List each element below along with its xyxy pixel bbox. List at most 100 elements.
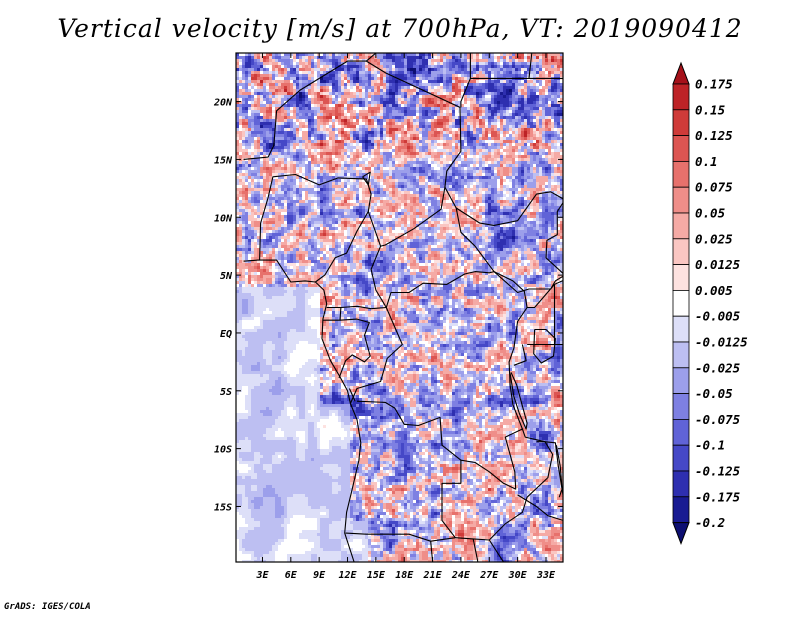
field-cell [386,62,389,65]
field-cell [251,104,254,107]
field-cell [539,71,542,74]
field-cell [371,68,374,71]
field-cell [365,86,368,89]
field-cell [476,80,479,83]
field-cell [257,56,260,59]
field-cell [527,56,530,59]
field-cell [461,104,464,107]
field-cell [317,92,320,95]
field-cell [464,74,467,77]
field-cell [470,83,473,86]
field-cell [332,107,335,110]
field-cell [479,92,482,95]
field-cell [389,92,392,95]
field-cell [296,68,299,71]
field-cell [395,80,398,83]
velocity-field [236,53,563,563]
field-cell [383,95,386,98]
field-cell [416,107,419,110]
field-cell [509,95,512,98]
field-cell [479,89,482,92]
field-cell [347,77,350,80]
field-cell [329,59,332,62]
field-cell [503,62,506,65]
field-cell [245,59,248,62]
field-cell [242,104,245,107]
field-cell [404,95,407,98]
field-cell [311,65,314,68]
field-cell [548,80,551,83]
field-cell [263,101,266,104]
field-cell [443,62,446,65]
field-cell [359,89,362,92]
field-cell [428,56,431,59]
field-cell [419,77,422,80]
field-cell [506,92,509,95]
field-cell [407,68,410,71]
field-cell [335,62,338,65]
field-cell [266,107,269,110]
field-cell [368,98,371,101]
field-cell [299,80,302,83]
field-cell [494,101,497,104]
field-cell [248,92,251,95]
field-cell [320,62,323,65]
field-cell [446,68,449,71]
field-cell [479,80,482,83]
field-cell [425,83,428,86]
field-cell [512,68,515,71]
field-cell [272,74,275,77]
field-cell [308,62,311,65]
field-cell [278,80,281,83]
field-cell [266,62,269,65]
field-cell [548,92,551,95]
field-cell [464,71,467,74]
field-cell [419,56,422,59]
field-cell [545,80,548,83]
field-cell [401,71,404,74]
field-cell [284,92,287,95]
field-cell [311,77,314,80]
field-cell [467,71,470,74]
field-cell [245,74,248,77]
field-cell [533,71,536,74]
field-cell [347,95,350,98]
field-cell [452,86,455,89]
field-cell [494,98,497,101]
field-cell [338,74,341,77]
field-cell [539,95,542,98]
field-cell [482,98,485,101]
field-cell [257,62,260,65]
field-cell [473,83,476,86]
field-cell [386,68,389,71]
field-cell [557,65,560,68]
field-cell [293,65,296,68]
field-cell [512,101,515,104]
field-cell [302,71,305,74]
field-cell [266,56,269,59]
field-cell [407,101,410,104]
field-cell [503,89,506,92]
field-cell [476,62,479,65]
field-cell [419,71,422,74]
field-cell [323,71,326,74]
field-cell [311,101,314,104]
field-cell [380,80,383,83]
field-cell [272,65,275,68]
field-cell [449,77,452,80]
field-cell [524,56,527,59]
field-cell [245,71,248,74]
field-cell [551,92,554,95]
field-cell [467,95,470,98]
field-cell [254,80,257,83]
field-cell [515,74,518,77]
field-cell [368,74,371,77]
field-cell [395,59,398,62]
field-cell [473,68,476,71]
field-cell [434,71,437,74]
field-cell [407,86,410,89]
field-cell [470,89,473,92]
field-cell [242,71,245,74]
field-cell [293,59,296,62]
field-cell [389,71,392,74]
